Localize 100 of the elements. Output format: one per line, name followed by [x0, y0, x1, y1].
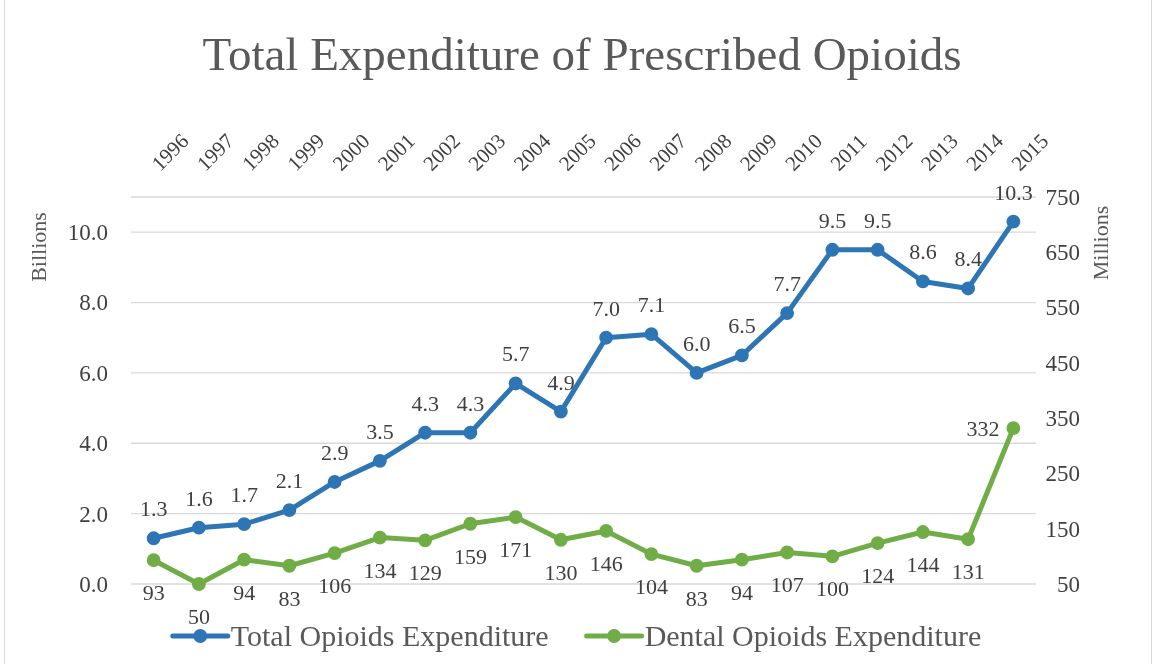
point — [779, 545, 794, 560]
point — [553, 532, 568, 547]
data-label: 93 — [142, 580, 165, 606]
point — [508, 376, 523, 391]
point — [508, 510, 523, 524]
data-label: 7.1 — [637, 292, 665, 318]
point — [417, 533, 432, 548]
point — [327, 546, 342, 560]
data-label: 106 — [317, 573, 351, 599]
point — [1005, 421, 1020, 435]
data-label: 104 — [634, 574, 668, 600]
data-label: 83 — [685, 585, 708, 611]
data-label: 2.1 — [275, 468, 303, 494]
point — [462, 516, 477, 531]
y2-tick-label: 350 — [1045, 406, 1080, 431]
data-label: 83 — [277, 585, 300, 611]
data-label: 1.7 — [229, 482, 258, 508]
y2-tick-label: 250 — [1045, 461, 1080, 487]
point — [824, 549, 839, 564]
data-label: 7.7 — [772, 271, 801, 297]
data-label: 171 — [498, 537, 532, 563]
point — [870, 536, 885, 550]
data-label: 8.4 — [953, 246, 982, 272]
point — [1005, 214, 1020, 229]
point — [689, 366, 704, 380]
y-tick-label: 4.0 — [78, 431, 108, 457]
data-label: 107 — [770, 572, 804, 598]
y-tick-label: 2.0 — [78, 501, 108, 527]
data-label: 7.0 — [591, 295, 620, 321]
data-label: 8.6 — [908, 239, 937, 265]
y2-tick-label: 150 — [1045, 516, 1080, 542]
data-label: 100 — [815, 576, 849, 602]
data-label: 124 — [860, 563, 894, 589]
point — [689, 558, 704, 573]
point — [372, 453, 387, 468]
y-axis-title: Billions — [25, 212, 51, 282]
point — [779, 306, 794, 320]
point — [417, 425, 432, 440]
point — [236, 517, 251, 532]
point — [643, 327, 658, 342]
data-label: 6.5 — [727, 313, 756, 339]
point — [281, 558, 296, 573]
y2-tick-label: 450 — [1045, 350, 1080, 376]
data-label: 130 — [543, 559, 577, 585]
data-label: 159 — [453, 543, 487, 569]
point — [191, 577, 206, 591]
y-tick-label: 10.0 — [67, 220, 108, 246]
point — [960, 281, 975, 296]
y-tick-label: 8.0 — [78, 290, 108, 316]
point — [598, 330, 613, 345]
data-label: 1.3 — [139, 496, 167, 522]
y2-tick-label: 750 — [1045, 184, 1080, 210]
data-label: 50 — [187, 604, 210, 629]
data-label: 3.5 — [365, 418, 394, 444]
data-label: 144 — [905, 552, 939, 578]
point — [146, 531, 161, 546]
point — [146, 553, 161, 568]
point — [598, 524, 613, 538]
point — [734, 348, 749, 363]
point — [915, 274, 930, 289]
data-label: 1.6 — [184, 485, 213, 511]
data-label: 332 — [965, 416, 999, 442]
x-tick-label: 2011 — [824, 129, 872, 176]
legend-label: Total Opioids Expenditure — [230, 619, 549, 652]
point — [824, 242, 839, 257]
data-label: 94 — [730, 579, 753, 605]
data-label: 5.7 — [501, 341, 529, 367]
data-label: 131 — [951, 559, 985, 585]
data-label: 146 — [589, 550, 623, 576]
legend-label: Dental Opioids Expenditure — [644, 619, 981, 652]
y-tick-label: 0.0 — [78, 571, 108, 597]
point — [281, 503, 296, 518]
data-label: 9.5 — [818, 207, 846, 233]
y2-axis-title: Millions — [1087, 205, 1113, 281]
data-label: 4.9 — [546, 369, 575, 395]
y-tick-label: 6.0 — [78, 360, 108, 386]
data-label: 4.3 — [456, 390, 484, 416]
data-label: 134 — [362, 557, 396, 583]
point — [553, 404, 568, 419]
data-label: 129 — [408, 560, 442, 586]
point — [462, 425, 477, 440]
point — [915, 525, 930, 539]
data-label: 6.0 — [682, 330, 710, 356]
point — [191, 520, 206, 535]
point — [372, 530, 387, 545]
data-label: 9.5 — [863, 207, 891, 233]
point — [870, 242, 885, 257]
data-label: 4.3 — [410, 390, 439, 416]
y2-tick-label: 650 — [1045, 240, 1080, 266]
y2-tick-label: 550 — [1045, 295, 1080, 321]
data-label: 2.9 — [320, 439, 348, 465]
point — [236, 552, 251, 567]
point — [960, 532, 975, 547]
y2-tick-label: 50 — [1056, 571, 1080, 597]
point — [643, 547, 658, 562]
data-label: 10.3 — [993, 179, 1033, 205]
point — [734, 552, 749, 567]
data-label: 94 — [232, 579, 255, 605]
point — [327, 475, 342, 489]
chart-title: Total Expenditure of Prescribed Opioids — [202, 28, 961, 80]
